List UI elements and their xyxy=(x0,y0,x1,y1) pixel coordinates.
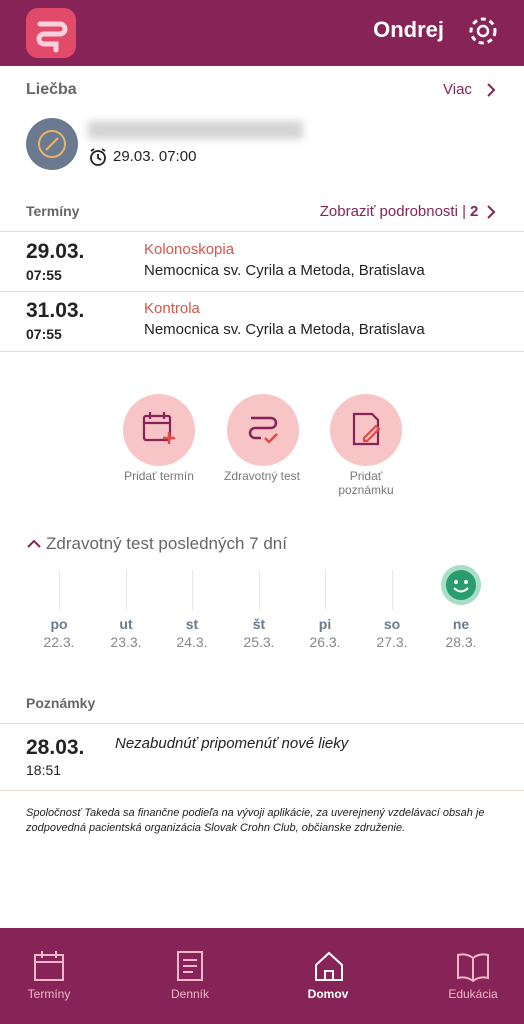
appointment-count: 2 xyxy=(470,203,479,220)
nav-icon[interactable] xyxy=(456,952,490,982)
blurred-medicine-name xyxy=(88,121,303,139)
treatment-time: 29.03. 07:00 xyxy=(113,148,197,165)
divider xyxy=(0,790,524,791)
add-appointment-button[interactable] xyxy=(123,394,195,466)
appointment-date: 29.03. xyxy=(26,240,85,263)
nav-label[interactable]: Termíny xyxy=(27,987,71,1001)
note-date: 28.03. xyxy=(26,736,85,759)
day-label: pi xyxy=(318,616,332,632)
day-date: 22.3. xyxy=(43,634,75,650)
appointment-date: 31.03. xyxy=(26,299,85,322)
day-date: 23.3. xyxy=(110,634,142,650)
app-logo[interactable] xyxy=(26,8,76,58)
header-bar xyxy=(0,0,524,66)
note-text[interactable]: Nezabudnúť pripomenúť nové lieky xyxy=(115,735,349,752)
appointment-place: Nemocnica sv. Cyrila a Metoda, Bratislav… xyxy=(144,321,425,338)
section-title: Poznámky xyxy=(26,695,96,711)
day-column-line xyxy=(325,570,326,610)
nav-label[interactable]: Domov xyxy=(307,987,349,1001)
collapse-chevron[interactable] xyxy=(26,537,42,551)
user-name[interactable]: Ondrej xyxy=(373,17,444,42)
day-label: st xyxy=(185,616,199,632)
nav-label[interactable]: Edukácia xyxy=(448,987,498,1001)
medicine-icon xyxy=(26,118,78,170)
disclaimer: Spoločnosť Takeda sa finančne podieľa na… xyxy=(26,807,485,834)
details-link[interactable]: Zobraziť podrobnosti | xyxy=(319,203,466,220)
section-title: Termíny xyxy=(26,203,80,219)
day-label: so xyxy=(383,616,401,632)
day-column-line xyxy=(259,570,260,610)
note-time: 18:51 xyxy=(26,762,62,778)
nav-label[interactable]: Denník xyxy=(170,987,210,1001)
appointment-type[interactable]: Kolonoskopia xyxy=(144,241,235,258)
day-date: 28.3. xyxy=(445,634,477,650)
nav-icon[interactable] xyxy=(33,950,65,982)
chevron xyxy=(487,205,496,219)
more-link[interactable]: Viac xyxy=(443,81,472,98)
day-column-line xyxy=(192,570,193,610)
appointment-time: 07:55 xyxy=(26,267,62,283)
divider xyxy=(0,723,524,724)
day-column-line xyxy=(59,570,60,610)
health-test-button[interactable] xyxy=(227,394,299,466)
divider xyxy=(0,351,524,352)
appointment-place: Nemocnica sv. Cyrila a Metoda, Bratislav… xyxy=(144,262,425,279)
divider xyxy=(0,231,524,232)
add-note-button[interactable] xyxy=(330,394,402,466)
day-label: ne xyxy=(452,616,470,632)
appointment-type[interactable]: Kontrola xyxy=(144,300,200,317)
chevron xyxy=(487,83,496,97)
day-date: 27.3. xyxy=(376,634,408,650)
nav-icon[interactable] xyxy=(313,950,345,982)
day-label: št xyxy=(252,616,266,632)
day-column-line xyxy=(392,570,393,610)
section-title[interactable]: Zdravotný test posledných 7 dní xyxy=(46,534,287,553)
day-column-line xyxy=(126,570,127,610)
appointment-time: 07:55 xyxy=(26,326,62,342)
settings-icon[interactable] xyxy=(467,15,499,47)
section-title: Liečba xyxy=(26,81,77,98)
day-label: ut xyxy=(119,616,133,632)
day-date: 24.3. xyxy=(176,634,208,650)
divider xyxy=(0,291,524,292)
action-label: Pridať poznámku xyxy=(338,469,394,497)
nav-icon[interactable] xyxy=(176,950,204,982)
action-label: Pridať termín xyxy=(124,469,194,483)
day-date: 26.3. xyxy=(309,634,341,650)
day-date: 25.3. xyxy=(243,634,275,650)
mood-indicator[interactable] xyxy=(441,565,481,605)
bottom-nav xyxy=(0,928,524,1024)
action-label: Zdravotný test xyxy=(223,469,301,483)
day-label: po xyxy=(50,616,68,632)
alarm-icon xyxy=(90,148,106,166)
